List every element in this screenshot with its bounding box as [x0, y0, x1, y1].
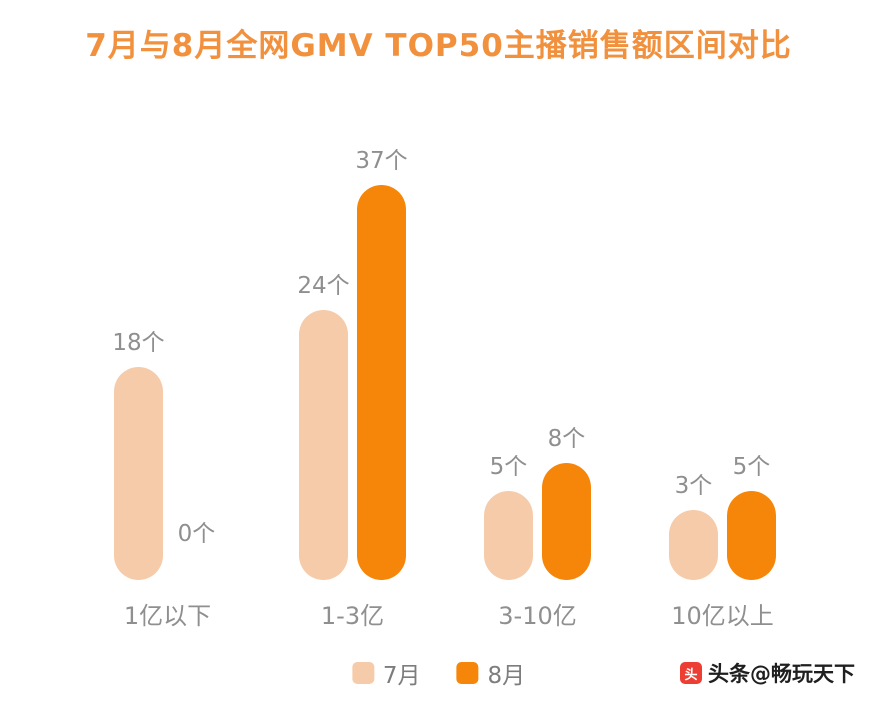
- bar-slot: 18个: [112, 323, 165, 581]
- category-label: 1亿以下: [123, 602, 212, 631]
- bar-pair: 18个 0个: [112, 323, 221, 581]
- bar-7月: [669, 510, 718, 581]
- watermark: 头 头条@畅玩天下: [680, 658, 855, 688]
- chart-groups: 18个 0个 1亿以下 24个 37个 1-3亿 5个 8个 3-10亿 3个 5个 10亿以上: [112, 141, 776, 631]
- bar-value-label: 37个: [355, 148, 408, 175]
- bar-slot: 3个: [669, 466, 718, 581]
- bar-slot: 24个: [297, 266, 350, 581]
- bar-value-label: 3个: [674, 473, 713, 500]
- bar-8月: [357, 185, 406, 581]
- bar-value-label: 5个: [732, 454, 771, 481]
- bar-value-label: 5个: [489, 454, 528, 481]
- bar-8月: [542, 463, 591, 581]
- chart-group: 3个 5个 10亿以上: [669, 447, 776, 631]
- legend-swatch: [456, 662, 479, 684]
- bar-value-label: 24个: [297, 273, 350, 300]
- bar-pair: 5个 8个: [484, 419, 591, 581]
- legend-item-7月: 7月: [351, 656, 421, 690]
- legend-item-8月: 8月: [456, 656, 526, 690]
- bar-value-label: 18个: [112, 330, 165, 357]
- legend: 7月 8月: [351, 656, 526, 690]
- category-label: 1-3亿: [320, 602, 385, 631]
- toutiao-logo-icon: 头: [680, 662, 702, 684]
- category-label: 10亿以上: [671, 602, 774, 631]
- bar-value-label: 8个: [547, 426, 586, 453]
- bar-pair: 3个 5个: [669, 447, 776, 581]
- chart-group: 5个 8个 3-10亿: [484, 419, 591, 631]
- page: 7月与8月全网GMV TOP50主播销售额区间对比 18个 0个 1亿以下 24个 37…: [0, 26, 877, 702]
- legend-swatch: [351, 662, 374, 684]
- bar-7月: [114, 367, 163, 581]
- watermark-text: 头条@畅玩天下: [708, 662, 855, 686]
- bar-7月: [299, 310, 348, 581]
- legend-label: 8月: [487, 663, 526, 689]
- toutiao-logo-char: 头: [684, 667, 698, 683]
- bar-slot: 5个: [727, 447, 776, 581]
- bar-value-label: 0个: [177, 521, 216, 548]
- bar-7月: [484, 491, 533, 581]
- legend-label: 7月: [382, 663, 421, 689]
- category-label: 3-10亿: [498, 602, 577, 631]
- chart-title: 7月与8月全网GMV TOP50主播销售额区间对比: [85, 28, 792, 64]
- bar-slot: 37个: [355, 141, 408, 581]
- chart-group: 24个 37个 1-3亿: [297, 141, 408, 631]
- bar-8月: [727, 491, 776, 581]
- bar-pair: 24个 37个: [297, 141, 408, 581]
- chart-group: 18个 0个 1亿以下: [112, 323, 221, 631]
- bar-slot: 5个: [484, 447, 533, 581]
- bar-slot: 8个: [542, 419, 591, 581]
- chart-footer: 7月 8月 头 头条@畅玩天下: [0, 656, 877, 689]
- bar-slot: 0个: [172, 514, 221, 580]
